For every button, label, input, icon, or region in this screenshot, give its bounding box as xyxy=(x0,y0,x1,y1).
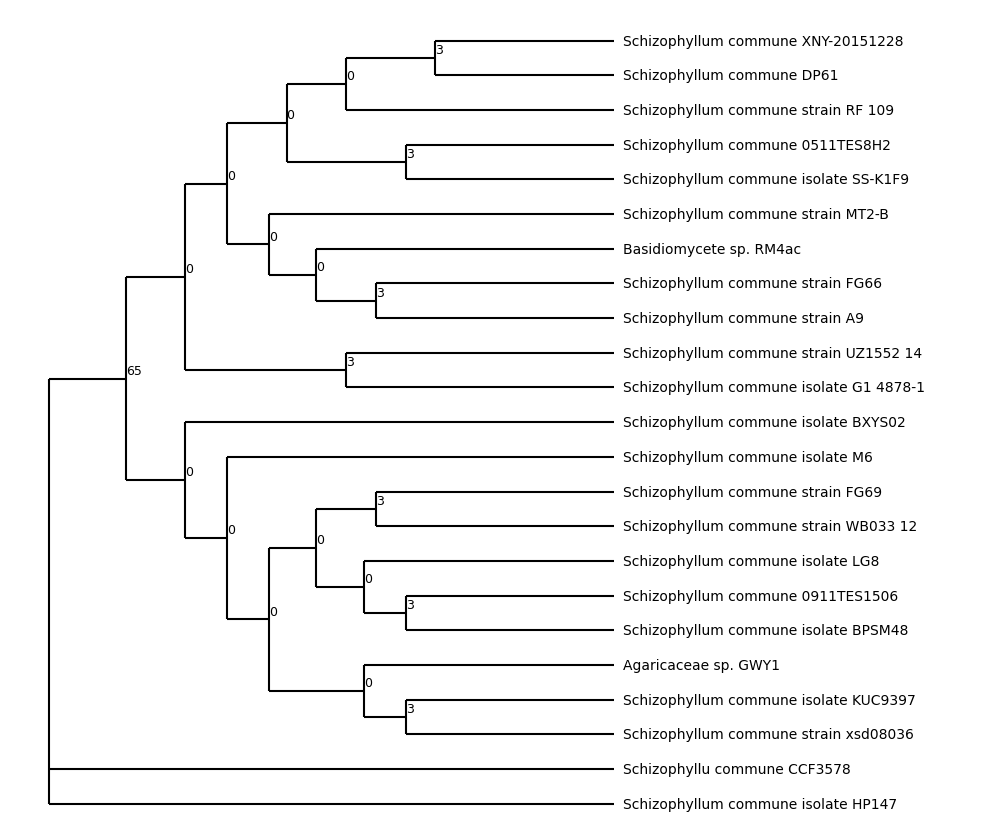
Text: Schizophyllum commune 0911TES1506: Schizophyllum commune 0911TES1506 xyxy=(623,589,898,603)
Text: 0: 0 xyxy=(364,676,372,690)
Text: Agaricaceae sp. GWY1: Agaricaceae sp. GWY1 xyxy=(623,658,780,672)
Text: 0: 0 xyxy=(346,70,354,83)
Text: Schizophyllu commune CCF3578: Schizophyllu commune CCF3578 xyxy=(623,762,851,776)
Text: Schizophyllum commune 0511TES8H2: Schizophyllum commune 0511TES8H2 xyxy=(623,138,891,152)
Text: Schizophyllum commune strain xsd08036: Schizophyllum commune strain xsd08036 xyxy=(623,728,914,741)
Text: 3: 3 xyxy=(406,702,413,715)
Text: 3: 3 xyxy=(435,44,443,57)
Text: 0: 0 xyxy=(269,230,277,243)
Text: 3: 3 xyxy=(376,286,384,300)
Text: 0: 0 xyxy=(227,170,235,183)
Text: Schizophyllum commune isolate KUC9397: Schizophyllum commune isolate KUC9397 xyxy=(623,693,916,707)
Text: 3: 3 xyxy=(406,599,413,611)
Text: 3: 3 xyxy=(406,148,413,161)
Text: 65: 65 xyxy=(126,364,142,378)
Text: 0: 0 xyxy=(364,572,372,585)
Text: Basidiomycete sp. RM4ac: Basidiomycete sp. RM4ac xyxy=(623,243,801,257)
Text: 3: 3 xyxy=(346,356,354,369)
Text: Schizophyllum commune isolate SS-K1F9: Schizophyllum commune isolate SS-K1F9 xyxy=(623,173,909,187)
Text: Schizophyllum commune strain UZ1552 14: Schizophyllum commune strain UZ1552 14 xyxy=(623,346,922,360)
Text: 0: 0 xyxy=(316,261,324,274)
Text: Schizophyllum commune isolate LG8: Schizophyllum commune isolate LG8 xyxy=(623,554,879,568)
Text: Schizophyllum commune DP61: Schizophyllum commune DP61 xyxy=(623,70,838,84)
Text: Schizophyllum commune strain FG66: Schizophyllum commune strain FG66 xyxy=(623,277,882,291)
Text: 0: 0 xyxy=(185,466,193,479)
Text: 0: 0 xyxy=(287,109,295,122)
Text: Schizophyllum commune isolate BPSM48: Schizophyllum commune isolate BPSM48 xyxy=(623,623,908,638)
Text: 0: 0 xyxy=(185,262,193,276)
Text: 3: 3 xyxy=(376,494,384,508)
Text: Schizophyllum commune strain FG69: Schizophyllum commune strain FG69 xyxy=(623,485,882,499)
Text: Schizophyllum commune strain WB033 12: Schizophyllum commune strain WB033 12 xyxy=(623,520,917,533)
Text: Schizophyllum commune isolate BXYS02: Schizophyllum commune isolate BXYS02 xyxy=(623,416,906,430)
Text: Schizophyllum commune XNY-20151228: Schizophyllum commune XNY-20151228 xyxy=(623,35,903,49)
Text: Schizophyllum commune strain MT2-B: Schizophyllum commune strain MT2-B xyxy=(623,208,889,222)
Text: Schizophyllum commune isolate M6: Schizophyllum commune isolate M6 xyxy=(623,450,873,465)
Text: Schizophyllum commune strain RF 109: Schizophyllum commune strain RF 109 xyxy=(623,104,894,118)
Text: Schizophyllum commune isolate G1 4878-1: Schizophyllum commune isolate G1 4878-1 xyxy=(623,381,925,395)
Text: 0: 0 xyxy=(227,524,235,537)
Text: Schizophyllum commune isolate HP147: Schizophyllum commune isolate HP147 xyxy=(623,797,897,811)
Text: 0: 0 xyxy=(316,533,324,546)
Text: 0: 0 xyxy=(269,605,277,618)
Text: Schizophyllum commune strain A9: Schizophyllum commune strain A9 xyxy=(623,311,864,325)
